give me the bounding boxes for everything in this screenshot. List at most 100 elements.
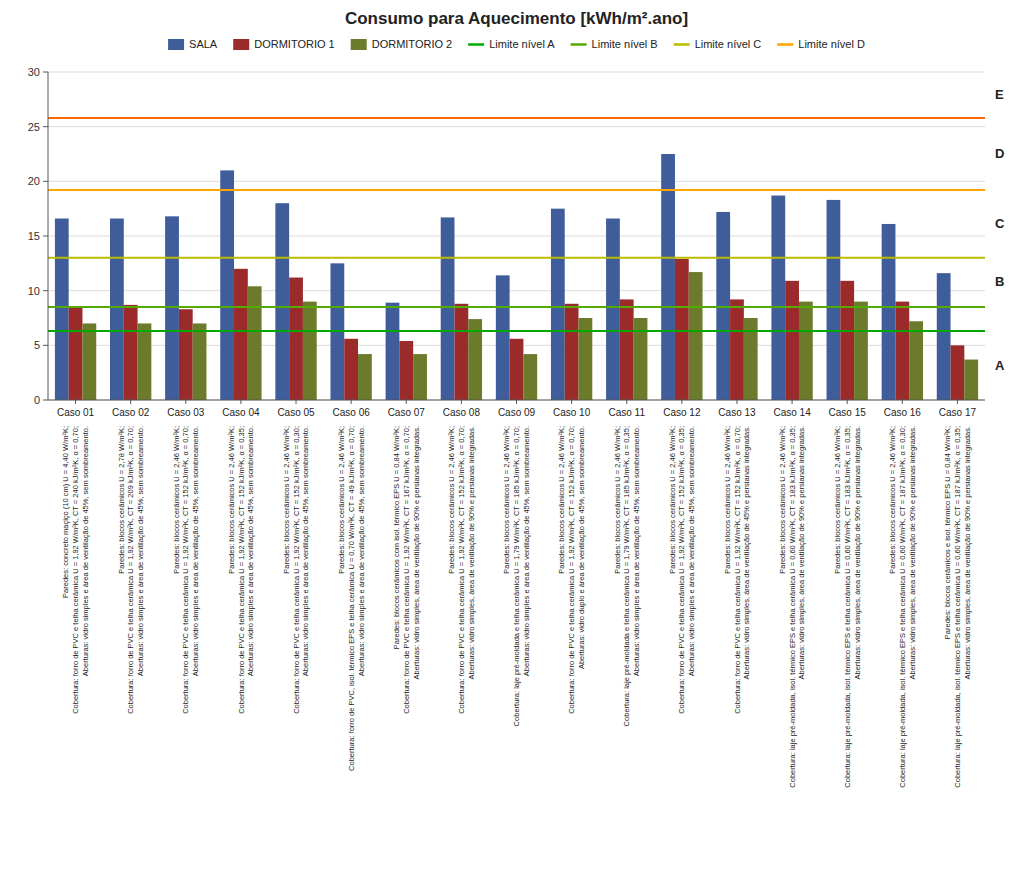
legend-label: Limite nível B — [592, 38, 658, 50]
y-axis: 051015202530 — [28, 66, 48, 406]
description-line: Aberturas: vidro simples e área de venti… — [136, 426, 145, 676]
bar — [785, 281, 799, 400]
bar — [220, 170, 234, 400]
bar — [606, 219, 620, 400]
tick-label: 0 — [34, 394, 40, 406]
category-label: Caso 02 — [112, 407, 150, 418]
legend-swatch — [674, 43, 690, 46]
description-line: Aberturas: vidro simples, área de ventil… — [467, 426, 476, 679]
description-line: Cobertura: laje pré-moldada, isol. térmi… — [898, 426, 907, 788]
category-label: Caso 14 — [773, 407, 811, 418]
description-line: Aberturas: vidro simples, área de ventil… — [412, 426, 421, 679]
bar — [799, 302, 813, 400]
grid — [48, 72, 985, 400]
y-axis-line — [48, 72, 49, 400]
description-line: Aberturas: vidro simples, área de ventil… — [742, 426, 751, 679]
description-line: Cobertura: forro de PVC e telha cerâmica… — [292, 426, 301, 714]
description: Paredes: blocos cerâmicos U = 2,46 W/m²K… — [557, 426, 586, 714]
bar — [275, 203, 289, 400]
description-line: Aberturas: vidro simples e área de venti… — [687, 426, 696, 676]
description-line: Aberturas: vidro simples e área de venti… — [522, 426, 531, 676]
legend-label: Limite nível A — [489, 38, 555, 50]
bar — [138, 323, 152, 400]
bar — [510, 339, 524, 400]
category-label: Caso 08 — [443, 407, 481, 418]
description-line: Aberturas: vidro simples e área de venti… — [81, 426, 90, 676]
description-line: Paredes: blocos cerâmicos U = 2,46 W/m²K… — [888, 426, 897, 574]
tick-mark — [902, 400, 903, 404]
description-line: Cobertura: laje pré-moldada e telha cerâ… — [512, 426, 521, 726]
description: Paredes: blocos cerâmicos U = 2,78 W/m²K… — [117, 426, 146, 714]
bar — [854, 302, 868, 400]
description-line: Aberturas: vidro simples, área de ventil… — [797, 426, 806, 679]
bar — [193, 323, 207, 400]
limit-line — [48, 257, 985, 259]
bar — [441, 217, 455, 400]
category-label: Caso 17 — [939, 407, 977, 418]
description: Paredes: blocos cerâmicos U = 2,46 W/m²K… — [668, 426, 697, 714]
limit-lines — [48, 118, 985, 331]
tick-mark — [43, 236, 48, 237]
category-label: Caso 12 — [663, 407, 701, 418]
description-line: Paredes: blocos cerâmicos U = 2,46 W/m²K… — [833, 426, 842, 574]
tick-mark — [461, 400, 462, 404]
description-line: Paredes: blocos cerâmicos U = 2,78 W/m²K… — [117, 426, 126, 574]
description-line: Paredes: blocos cerâmicos U = 2,46 W/m²K… — [502, 426, 511, 574]
grid-line — [48, 181, 985, 182]
tick-mark — [681, 400, 682, 404]
bar — [358, 354, 372, 400]
description: Paredes: blocos cerâmicos U = 2,46 W/m²K… — [613, 426, 642, 726]
description-line: Cobertura: forro de PVC e telha cerâmica… — [237, 426, 246, 714]
bar — [951, 345, 965, 400]
description-line: Aberturas: vidro duplo e área de ventila… — [577, 426, 586, 669]
legend-swatch — [777, 43, 793, 46]
bar — [551, 209, 565, 400]
description: Paredes: blocos cerâmicos U = 2,46 W/m²K… — [723, 426, 752, 714]
category-label: Caso 03 — [167, 407, 205, 418]
bar — [82, 323, 96, 400]
bar — [620, 299, 634, 400]
zone-label: B — [995, 274, 1004, 289]
description: Paredes: blocos cerâmicos U = 2,46 W/m²K… — [337, 426, 366, 771]
bar — [69, 306, 83, 400]
bar — [840, 281, 854, 400]
category-label: Caso 09 — [498, 407, 536, 418]
limit-line — [48, 117, 985, 119]
description-line: Cobertura: laje pré-moldada, isol. térmi… — [788, 426, 797, 788]
description-line: Cobertura: forro de PVC e telha cerâmica… — [677, 426, 686, 714]
limit-line — [48, 306, 985, 308]
description: Paredes: blocos cerâmicos U = 2,46 W/m²K… — [172, 426, 201, 714]
category-label: Caso 05 — [277, 407, 315, 418]
description: Paredes: blocos cerâmicos e isol. térmic… — [943, 426, 972, 788]
bar — [827, 200, 841, 400]
tick-label: 10 — [28, 285, 40, 297]
zone-labels: ABCDE — [995, 87, 1005, 373]
tick-mark — [626, 400, 627, 404]
title: Consumo para Aquecimento [kWh/m².ano] — [345, 9, 688, 28]
bar — [716, 212, 730, 400]
category-label: Caso 06 — [333, 407, 371, 418]
bar — [289, 278, 303, 400]
description-line: Paredes: blocos cerâmicos U = 2,46 W/m²K… — [668, 426, 677, 574]
description-line: Paredes: blocos cerâmicos U = 2,46 W/m²K… — [613, 426, 622, 574]
description-line: Aberturas: vidro simples e área de venti… — [301, 426, 310, 676]
bar — [909, 321, 923, 400]
tick-mark — [43, 400, 48, 401]
legend-label: Limite nível D — [798, 38, 865, 50]
description-line: Paredes: blocos cerâmicos U = 2,46 W/m²K… — [337, 426, 346, 574]
bar — [344, 339, 358, 400]
description-line: Cobertura: forro de PVC, isol. térmico E… — [347, 426, 356, 771]
tick-mark — [43, 181, 48, 182]
bar — [964, 360, 978, 400]
descriptions: Paredes: concreto maçiço (10 cm) U = 4,4… — [61, 426, 971, 788]
tick-mark — [792, 400, 793, 404]
bar — [124, 305, 138, 400]
bar — [386, 303, 400, 400]
tick-label: 15 — [28, 230, 40, 242]
zone-label: D — [995, 146, 1004, 161]
bar — [496, 275, 510, 400]
tick-label: 20 — [28, 175, 40, 187]
legend-label: DORMITORIO 2 — [372, 38, 452, 50]
tick-mark — [516, 400, 517, 404]
description: Paredes: blocos cerâmicos U = 2,46 W/m²K… — [447, 426, 476, 714]
